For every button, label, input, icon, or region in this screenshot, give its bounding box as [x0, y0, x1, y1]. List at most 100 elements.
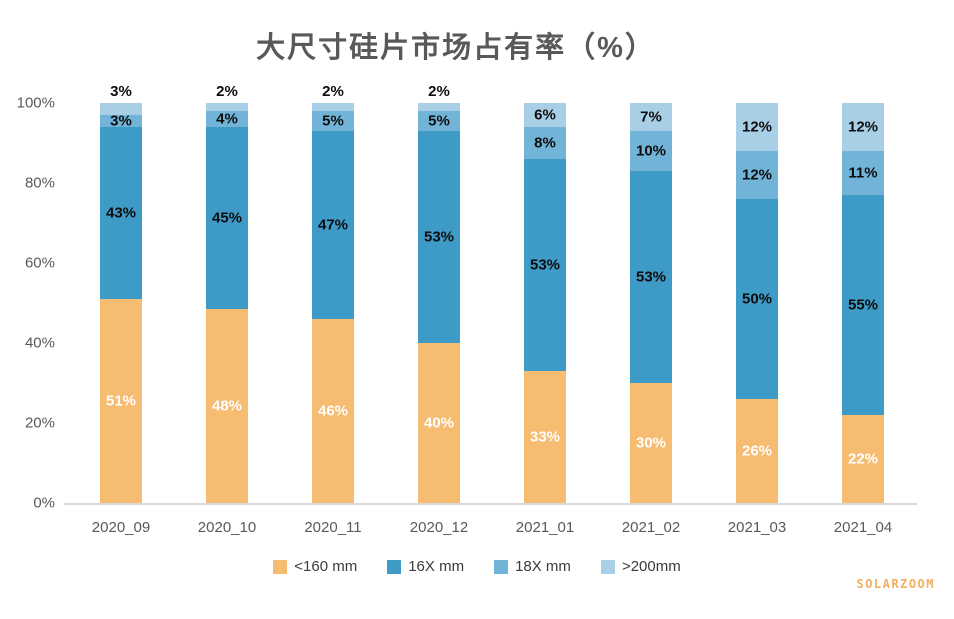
- bar-segment: 11%: [842, 151, 884, 195]
- data-label: 2%: [428, 83, 450, 100]
- bar-stack: 33% 53% 8% 6%: [524, 103, 566, 503]
- bar-stack: 46% 47% 5% 2%: [312, 84, 354, 503]
- bars: 51% 43% 3% 3% 48% 45% 4% 2% 46% 47% 5% 2% 40% 53% 5% 2%…: [68, 84, 916, 503]
- data-label: 53%: [423, 228, 455, 246]
- bar-stack: 51% 43% 3% 3%: [100, 84, 142, 503]
- x-tick-label: 2021_02: [621, 519, 681, 536]
- bar-column-2021_02: 30% 53% 10% 7%: [598, 103, 704, 503]
- x-tick-label: 2021_01: [515, 519, 575, 536]
- data-label: 40%: [423, 414, 455, 432]
- x-axis-labels: 2020_09 2020_10 2020_11 2020_12 2021_01 2021_…: [68, 519, 916, 536]
- x-tick-label: 2020_10: [197, 519, 257, 536]
- x-tick-label: 2020_12: [409, 519, 469, 536]
- bar-column-2021_04: 22% 55% 11% 12%: [810, 103, 916, 503]
- data-label: 12%: [741, 118, 773, 136]
- bar-segment: 43%: [100, 127, 142, 299]
- x-tick-label: 2020_09: [91, 519, 151, 536]
- bar-column-2020_09: 51% 43% 3% 3%: [68, 84, 174, 503]
- bar-column-2021_03: 26% 50% 12% 12%: [704, 103, 810, 503]
- data-label: 10%: [635, 142, 667, 160]
- data-label: 4%: [216, 110, 238, 128]
- y-tick-label: 60%: [24, 254, 55, 272]
- bar-segment: 4%: [206, 110, 248, 128]
- x-axis-line: [64, 503, 917, 505]
- data-label: 12%: [847, 118, 879, 136]
- bar-column-2020_10: 48% 45% 4% 2%: [174, 84, 280, 503]
- bar-segment: 7%: [630, 103, 672, 131]
- data-label: 50%: [741, 290, 773, 308]
- data-label: 2%: [216, 83, 238, 101]
- data-label: 5%: [322, 112, 344, 130]
- bar-segment: 22%: [842, 415, 884, 503]
- x-tick-label: 2020_11: [304, 519, 362, 536]
- bar-stack: 22% 55% 11% 12%: [842, 103, 884, 503]
- bar-stack: 48% 45% 4% 2%: [206, 84, 248, 503]
- data-label: 3%: [110, 83, 132, 100]
- y-axis: 0% 20% 40% 60% 80% 100%: [0, 95, 55, 512]
- legend: <160 mm 16X mm 18X mm >200mm: [0, 558, 954, 575]
- bar-segment: 12%: [842, 103, 884, 151]
- bar-segment: 46%: [312, 319, 354, 503]
- legend-swatch: [387, 559, 402, 574]
- bar-column-2020_11: 46% 47% 5% 2%: [280, 84, 386, 503]
- data-label: 45%: [211, 209, 243, 227]
- data-label: 8%: [534, 134, 556, 152]
- bar-segment: 53%: [630, 171, 672, 383]
- y-tick-label: 100%: [16, 94, 55, 112]
- legend-item: 16X mm: [387, 558, 464, 575]
- y-tick-label: 80%: [24, 174, 55, 192]
- data-label: 12%: [741, 166, 773, 184]
- bar-segment: 12%: [736, 151, 778, 199]
- data-label: 53%: [529, 256, 561, 274]
- data-label: 43%: [105, 204, 137, 222]
- bar-segment: 6%: [524, 103, 566, 127]
- data-label: 7%: [640, 108, 662, 126]
- data-label: 55%: [847, 296, 879, 314]
- y-tick-label: 0%: [33, 494, 55, 512]
- data-label: 47%: [317, 216, 349, 234]
- bar-segment: 5%: [418, 111, 460, 131]
- data-label: 51%: [105, 392, 137, 410]
- data-label: 11%: [848, 164, 878, 182]
- y-tick-label: 20%: [24, 414, 55, 432]
- data-label: 3%: [110, 112, 132, 130]
- legend-swatch: [494, 559, 509, 574]
- legend-item: 18X mm: [494, 558, 571, 575]
- bar-segment: 55%: [842, 195, 884, 415]
- bar-segment: 53%: [418, 131, 460, 343]
- x-tick-label: 2021_03: [727, 519, 787, 536]
- plot-area: 51% 43% 3% 3% 48% 45% 4% 2% 46% 47% 5% 2% 40% 53% 5% 2%…: [68, 84, 916, 503]
- bar-segment: 8%: [524, 127, 566, 159]
- data-label: 46%: [317, 402, 349, 420]
- bar-segment: 40%: [418, 343, 460, 503]
- bar-segment: 26%: [736, 399, 778, 503]
- bar-segment: 2%: [312, 84, 354, 111]
- legend-label: 16X mm: [408, 558, 465, 575]
- bar-segment: 47%: [312, 131, 354, 319]
- data-label: 53%: [635, 268, 667, 286]
- data-label: 30%: [635, 434, 667, 452]
- bar-segment: 51%: [100, 299, 142, 503]
- watermark-solarzoom: SOLARZOOM: [856, 577, 935, 591]
- chart-title: 大尺寸硅片市场占有率（%）: [256, 32, 656, 64]
- data-label: 48%: [211, 397, 243, 415]
- bar-segment: 3%: [100, 112, 142, 130]
- bar-stack: 26% 50% 12% 12%: [736, 103, 778, 503]
- x-tick-label: 2021_04: [833, 519, 893, 536]
- bar-segment: 3%: [100, 84, 142, 115]
- bar-segment: 50%: [736, 199, 778, 399]
- bar-segment: 2%: [206, 84, 248, 112]
- legend-swatch: [273, 559, 288, 574]
- data-label: 2%: [322, 83, 344, 100]
- bar-column-2020_12: 40% 53% 5% 2%: [386, 84, 492, 503]
- data-label: 26%: [741, 442, 773, 460]
- data-label: 33%: [529, 428, 561, 446]
- bar-segment: 30%: [630, 383, 672, 503]
- bar-segment: 2%: [418, 84, 460, 111]
- bar-segment: 45%: [206, 127, 248, 310]
- bar-stack: 30% 53% 10% 7%: [630, 103, 672, 503]
- bar-column-2021_01: 33% 53% 8% 6%: [492, 103, 598, 503]
- data-label: 6%: [534, 106, 556, 124]
- legend-item: <160 mm: [273, 558, 357, 575]
